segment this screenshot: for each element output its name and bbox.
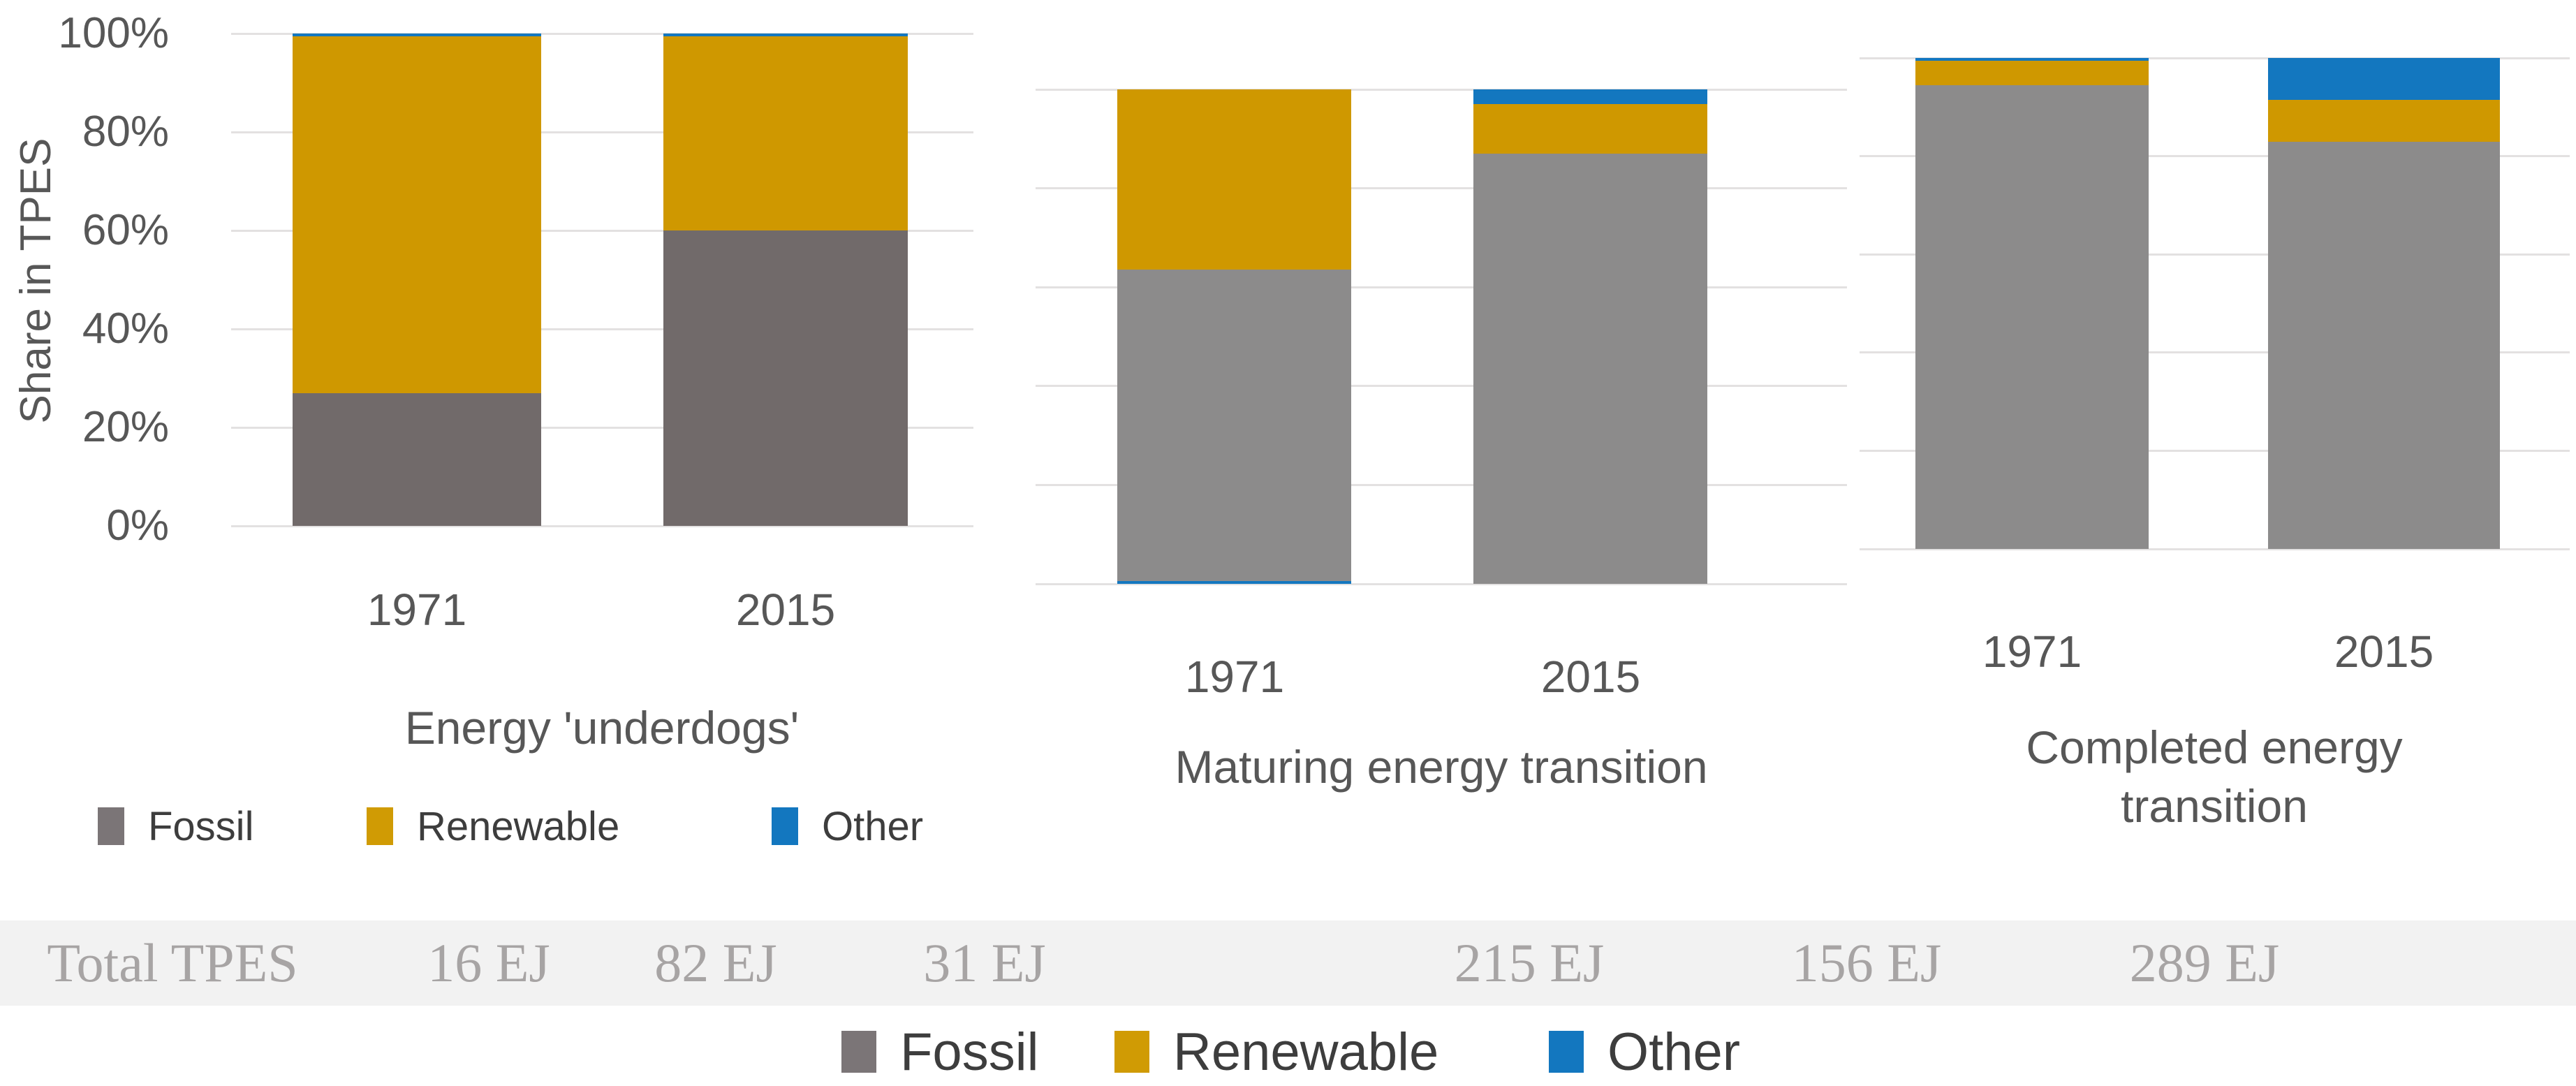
legend-item-other: Other bbox=[772, 804, 923, 849]
legend-swatch-fossil bbox=[841, 1031, 876, 1073]
gridline bbox=[231, 33, 973, 35]
total-tpes-value: 31 EJ bbox=[923, 932, 1046, 993]
gridline bbox=[1860, 450, 2570, 452]
chart-plot-underdogs bbox=[231, 33, 973, 527]
legend-label: Other bbox=[822, 803, 924, 849]
gridline bbox=[231, 328, 973, 330]
category-label: 1971 bbox=[367, 585, 467, 635]
segment-other bbox=[663, 34, 908, 36]
segment-renewable bbox=[1117, 89, 1351, 270]
legend-label: Other bbox=[1607, 1022, 1741, 1082]
gridline bbox=[231, 131, 973, 133]
chart-title-maturing: Maturing energy transition bbox=[1175, 741, 1708, 793]
gridline bbox=[1036, 89, 1847, 91]
category-label: 2015 bbox=[2334, 626, 2434, 677]
bar-maturing-2015 bbox=[1473, 89, 1707, 584]
segment-fossil bbox=[1117, 270, 1351, 582]
y-tick-label: 80% bbox=[82, 108, 169, 156]
y-tick-label: 40% bbox=[82, 304, 169, 353]
segment-renewable bbox=[663, 36, 908, 230]
segment-renewable bbox=[1915, 60, 2149, 85]
segment-fossil bbox=[293, 392, 541, 526]
bar-maturing-1971 bbox=[1117, 89, 1351, 584]
segment-renewable bbox=[1473, 104, 1707, 154]
gridline bbox=[1036, 484, 1847, 486]
total-tpes-value: 215 EJ bbox=[1454, 932, 1605, 993]
gridline bbox=[1036, 583, 1847, 585]
bar-completed-2015 bbox=[2268, 58, 2500, 549]
segment-renewable bbox=[2268, 99, 2500, 142]
legend-item-other: Other bbox=[1549, 1022, 1740, 1082]
gridline bbox=[1860, 57, 2570, 59]
chart-plot-completed bbox=[1860, 57, 2570, 550]
segment-fossil bbox=[1915, 85, 2149, 549]
gridline bbox=[1036, 187, 1847, 189]
legend-swatch-other bbox=[1549, 1031, 1584, 1073]
gridline bbox=[1860, 351, 2570, 353]
chart-plot-maturing bbox=[1036, 89, 1847, 585]
segment-fossil bbox=[663, 230, 908, 526]
legend-item-renewable: Renewable bbox=[367, 804, 619, 849]
gridline bbox=[1860, 548, 2570, 550]
bar-underdogs-2015 bbox=[663, 34, 908, 526]
bar-underdogs-1971 bbox=[293, 34, 541, 526]
y-tick-label: 60% bbox=[82, 206, 169, 254]
legend-label: Fossil bbox=[900, 1022, 1039, 1082]
bar-completed-1971 bbox=[1915, 58, 2149, 549]
total-tpes-value: 289 EJ bbox=[2129, 932, 2280, 993]
legend-item-fossil: Fossil bbox=[98, 804, 253, 849]
legend-swatch-other bbox=[772, 807, 798, 845]
gridline bbox=[231, 525, 973, 527]
segment-renewable bbox=[293, 36, 541, 393]
segment-fossil bbox=[2268, 141, 2500, 549]
total-tpes-value: 156 EJ bbox=[1791, 932, 1942, 993]
gridline bbox=[231, 230, 973, 232]
segment-other bbox=[1915, 58, 2149, 61]
gridline bbox=[1860, 155, 2570, 157]
gridline bbox=[231, 427, 973, 429]
category-label: 2015 bbox=[735, 585, 836, 635]
chart-title-underdogs: Energy 'underdogs' bbox=[404, 702, 800, 754]
segment-other bbox=[1117, 581, 1351, 584]
category-label: 2015 bbox=[1540, 652, 1641, 702]
segment-other bbox=[293, 34, 541, 36]
segment-other bbox=[2268, 58, 2500, 100]
legend-item-renewable: Renewable bbox=[1114, 1022, 1438, 1082]
y-tick-label: 20% bbox=[82, 403, 169, 451]
gridline bbox=[1860, 254, 2570, 256]
category-label: 1971 bbox=[1982, 626, 2082, 677]
legend-swatch-fossil bbox=[98, 807, 124, 845]
total-tpes-row-label: Total TPES bbox=[47, 932, 298, 993]
y-tick-label: 0% bbox=[106, 501, 169, 550]
gridline bbox=[1036, 385, 1847, 387]
total-tpes-band: Total TPES 16 EJ 82 EJ 31 EJ 215 EJ 156 EJ 28… bbox=[0, 920, 2576, 1006]
legend-label: Renewable bbox=[417, 803, 620, 849]
legend-label: Fossil bbox=[148, 803, 254, 849]
gridline bbox=[1036, 286, 1847, 288]
segment-other bbox=[1473, 89, 1707, 105]
legend-swatch-renewable bbox=[1114, 1031, 1149, 1073]
total-tpes-value: 16 EJ bbox=[427, 932, 550, 993]
total-tpes-value: 82 EJ bbox=[654, 932, 777, 993]
legend-label: Renewable bbox=[1173, 1022, 1439, 1082]
segment-fossil bbox=[1473, 154, 1707, 584]
y-tick-label: 100% bbox=[58, 9, 169, 57]
category-label: 1971 bbox=[1184, 652, 1285, 702]
legend-swatch-renewable bbox=[367, 807, 393, 845]
legend-item-fossil: Fossil bbox=[841, 1022, 1038, 1082]
chart-title-completed: Completed energy transition bbox=[2026, 721, 2403, 832]
